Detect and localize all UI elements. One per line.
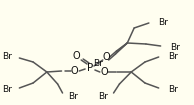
Text: Br: Br bbox=[93, 58, 103, 68]
Text: O: O bbox=[70, 66, 78, 76]
Text: Br: Br bbox=[98, 91, 108, 100]
Text: O: O bbox=[101, 67, 108, 77]
Text: Br: Br bbox=[68, 91, 78, 100]
Text: P: P bbox=[87, 63, 93, 73]
Text: Br: Br bbox=[169, 51, 178, 60]
Text: Br: Br bbox=[2, 85, 11, 93]
Text: Br: Br bbox=[2, 51, 11, 60]
Text: Br: Br bbox=[169, 85, 178, 93]
Text: Br: Br bbox=[171, 43, 180, 51]
Text: O: O bbox=[73, 51, 80, 61]
Text: Br: Br bbox=[158, 18, 168, 26]
Text: O: O bbox=[103, 52, 111, 62]
